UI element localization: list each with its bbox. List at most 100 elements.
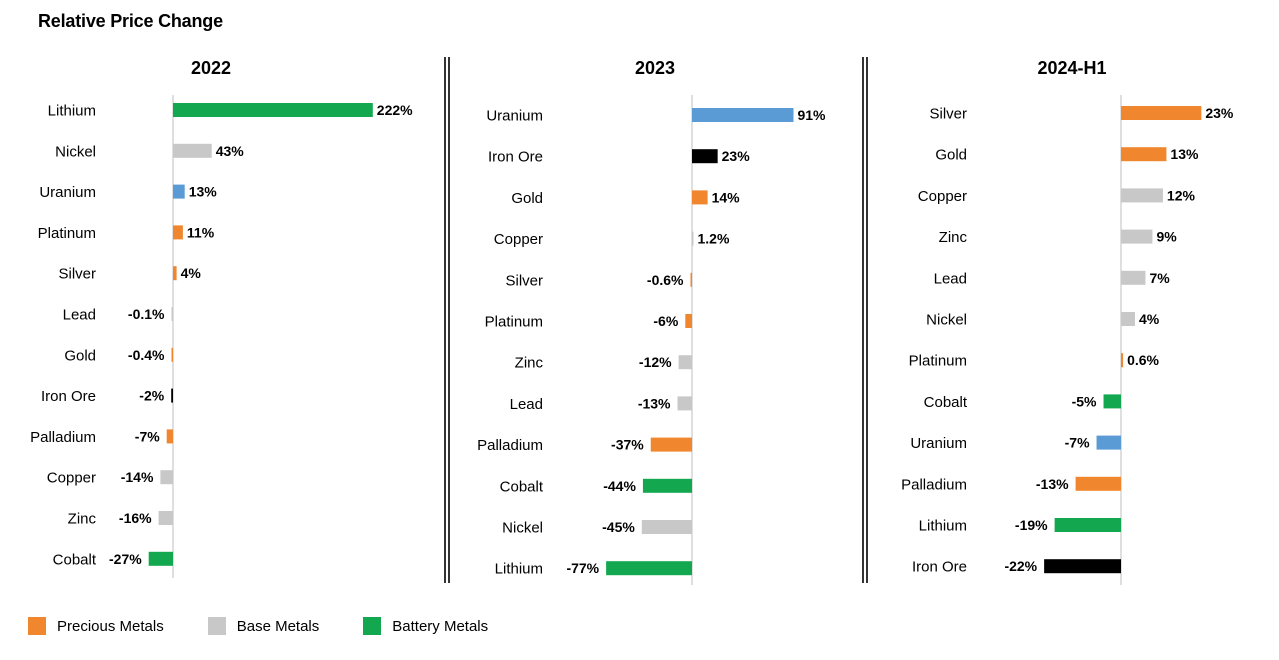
- value-label: 13%: [189, 184, 218, 200]
- category-label: Palladium: [30, 429, 96, 446]
- bar: [171, 347, 173, 362]
- category-label: Silver: [505, 272, 543, 289]
- value-label: 91%: [797, 107, 826, 123]
- bar: [1103, 394, 1121, 409]
- bar: [1075, 476, 1121, 491]
- value-label: -6%: [653, 313, 678, 329]
- bar: [160, 470, 173, 485]
- legend-item-battery: Battery Metals: [363, 617, 488, 635]
- category-label: Platinum: [485, 314, 543, 331]
- value-label: -45%: [602, 519, 635, 535]
- legend-item-precious: Precious Metals: [28, 617, 164, 635]
- category-label: Uranium: [486, 108, 543, 125]
- bar: [1054, 518, 1121, 532]
- value-label: -13%: [1036, 476, 1069, 492]
- panel-2: 2024-H1 Silver 23% Gold 13% Copper 12% Zinc 9% Le…: [901, 58, 1234, 585]
- value-label: -14%: [121, 469, 154, 485]
- category-label: Silver: [58, 266, 96, 283]
- category-label: Copper: [494, 231, 543, 248]
- value-label: -16%: [119, 510, 152, 526]
- value-label: -2%: [139, 388, 164, 404]
- bar: [692, 231, 694, 246]
- value-label: -77%: [566, 560, 599, 576]
- bar: [173, 225, 183, 240]
- value-label: 13%: [1170, 146, 1199, 162]
- legend-label: Battery Metals: [392, 617, 489, 635]
- category-label: Lead: [63, 307, 96, 324]
- bar: [692, 108, 794, 122]
- value-label: 43%: [216, 143, 245, 159]
- value-label: 4%: [181, 265, 202, 281]
- category-label: Lithium: [495, 561, 543, 578]
- category-label: Iron Ore: [488, 149, 543, 166]
- value-label: -5%: [1072, 393, 1097, 409]
- bar: [166, 429, 173, 444]
- value-label: 14%: [712, 189, 741, 205]
- bar: [642, 478, 692, 493]
- category-label: Lead: [510, 396, 543, 413]
- category-label: Cobalt: [53, 551, 97, 568]
- category-label: Cobalt: [500, 478, 544, 495]
- bar: [692, 149, 718, 164]
- value-label: -0.6%: [647, 272, 684, 288]
- value-label: -0.4%: [128, 347, 165, 363]
- value-label: 0.6%: [1127, 352, 1159, 368]
- bar: [171, 307, 173, 321]
- category-label: Iron Ore: [41, 388, 96, 405]
- category-label: Uranium: [39, 184, 96, 201]
- bar: [1121, 270, 1146, 285]
- value-label: -22%: [1004, 558, 1037, 574]
- chart-title: Relative Price Change: [38, 11, 223, 31]
- category-label: Zinc: [515, 355, 544, 372]
- legend: Precious Metals Base Metals Battery Metals: [28, 617, 532, 635]
- panel-0: 2022 Lithium 222% Nickel 43% Uranium 13% Platin…: [30, 58, 413, 578]
- panel-separator: [862, 57, 868, 583]
- category-label: Nickel: [55, 143, 96, 160]
- chart-area: 2022 Lithium 222% Nickel 43% Uranium 13% Platin…: [30, 57, 1234, 585]
- category-label: Silver: [929, 106, 967, 123]
- panel-title: 2023: [635, 58, 675, 78]
- panel-title: 2024-H1: [1037, 58, 1106, 78]
- bar: [1096, 435, 1121, 450]
- value-label: 9%: [1156, 229, 1177, 245]
- category-label: Lead: [934, 270, 967, 287]
- bar: [173, 184, 185, 199]
- bar: [173, 103, 373, 117]
- value-label: 1.2%: [698, 231, 730, 247]
- legend-swatch: [207, 617, 226, 635]
- value-label: 23%: [1205, 105, 1234, 121]
- category-label: Uranium: [910, 435, 967, 452]
- bar: [690, 272, 692, 287]
- bar: [641, 520, 692, 534]
- value-label: -12%: [639, 354, 672, 370]
- bar: [1121, 312, 1135, 326]
- legend-swatch: [363, 617, 382, 635]
- bar: [158, 511, 173, 525]
- category-label: Zinc: [939, 229, 968, 246]
- value-label: -19%: [1015, 517, 1048, 533]
- legend-label: Precious Metals: [57, 617, 164, 635]
- category-label: Nickel: [502, 520, 543, 537]
- value-label: -7%: [135, 428, 160, 444]
- category-label: Gold: [64, 347, 96, 364]
- category-label: Cobalt: [924, 394, 968, 411]
- category-label: Nickel: [926, 312, 967, 329]
- value-label: 11%: [187, 224, 215, 240]
- value-label: -37%: [611, 437, 644, 453]
- value-label: -7%: [1065, 435, 1090, 451]
- bar: [677, 396, 692, 411]
- value-label: -44%: [603, 478, 636, 494]
- bar: [678, 355, 692, 370]
- bar: [606, 561, 692, 576]
- category-label: Platinum: [909, 353, 967, 370]
- bar: [1121, 188, 1163, 203]
- category-label: Gold: [511, 190, 543, 207]
- bar: [1044, 559, 1121, 574]
- category-label: Palladium: [901, 476, 967, 493]
- bar: [692, 190, 708, 205]
- bar: [685, 314, 692, 328]
- bar: [173, 266, 177, 281]
- panel-separator: [444, 57, 450, 583]
- value-label: -27%: [109, 551, 142, 567]
- category-label: Platinum: [38, 225, 96, 242]
